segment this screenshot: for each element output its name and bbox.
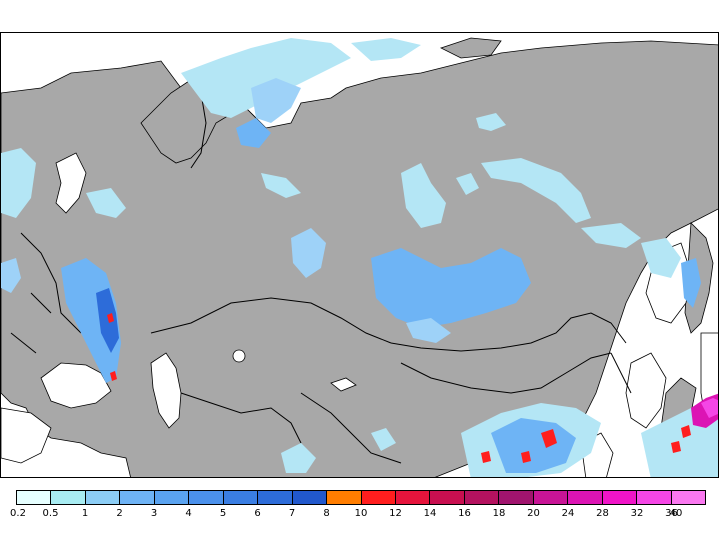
land-layer	[1, 37, 718, 477]
baltic-sea	[55, 152, 87, 214]
legend-label-13: 16	[458, 508, 471, 519]
precip-area-japan-core	[701, 398, 718, 418]
eurasia-landmass	[1, 40, 718, 477]
legend-label-7: 6	[254, 508, 261, 519]
legend-label-14: 18	[492, 508, 506, 519]
precip-point-caucasus-2	[110, 371, 117, 381]
precip-area-europe-west	[1, 258, 21, 293]
aral-sea	[232, 349, 246, 363]
legend-swatch-16	[568, 491, 603, 504]
mediterranean	[1, 407, 52, 464]
precip-area-arctic-coast	[351, 38, 421, 61]
arctic-islands	[439, 37, 502, 59]
legend-labels: 0.2 0.5 1 2 3 4 5 6 7 8 10 12 14 16 18 20 24 28 32 36 40	[10, 508, 706, 524]
legend-swatch-6	[223, 491, 259, 504]
legend-swatch-12	[430, 491, 465, 504]
legend-label-18: 32	[630, 508, 644, 519]
precip-area-scandinavia-west	[1, 148, 36, 218]
precip-area-kola	[251, 78, 301, 123]
legend-swatch-17	[602, 491, 638, 504]
legend-swatch-15	[533, 491, 569, 504]
legend-label-1: 0.5	[42, 508, 59, 519]
precip-area-far-east	[641, 238, 681, 278]
precip-area-caucasus-core	[96, 288, 119, 353]
precip-area-west-siberia	[291, 228, 326, 278]
finland-russia-border	[190, 92, 207, 169]
legend-swatch-4	[154, 491, 190, 504]
precipitation-layer	[1, 38, 718, 477]
legend-label-9: 8	[323, 508, 330, 519]
russia-mongolia-border	[390, 312, 627, 352]
precip-area-siberia-small	[456, 173, 479, 195]
legend-label-16: 24	[561, 508, 575, 519]
legend-swatch-0	[17, 491, 52, 504]
precip-point-china-2	[521, 451, 531, 463]
china-border-west	[300, 392, 402, 464]
precip-area-baltic-states	[86, 188, 126, 218]
precip-area-ural	[261, 173, 301, 198]
border-layer	[10, 92, 632, 464]
mongolia-china-border	[400, 352, 612, 394]
precip-area-karelia	[236, 118, 271, 148]
legend-swatch-13	[464, 491, 500, 504]
legend-swatch-19	[671, 491, 706, 504]
legend-label-3: 2	[116, 508, 123, 519]
legend-label-15: 20	[527, 508, 540, 519]
legend-label-10: 10	[354, 508, 368, 519]
legend-swatch-5	[189, 491, 224, 504]
legend-swatch-3	[120, 491, 155, 504]
legend-label-0: 0.2	[10, 508, 26, 519]
russia-kazakhstan-border	[150, 297, 392, 344]
precip-area-amur	[581, 223, 641, 248]
precip-point-caucasus-1	[107, 313, 114, 323]
precip-area-china-coast	[491, 418, 576, 473]
legend-swatch-7	[258, 491, 293, 504]
legend-swatch-1	[51, 491, 86, 504]
map-canvas	[1, 37, 718, 477]
legend-swatch-2	[85, 491, 121, 504]
precip-area-mongolia	[371, 428, 396, 451]
legend-label-4: 3	[150, 508, 158, 519]
precip-point-japan-1	[681, 425, 691, 438]
legend-color-bar	[16, 490, 706, 505]
legend-label-6: 5	[219, 508, 227, 519]
legend-swatch-8	[292, 491, 328, 504]
legend-swatch-18	[637, 491, 672, 504]
legend-label-17: 28	[596, 508, 609, 519]
legend-label-12: 14	[423, 508, 437, 519]
sea-of-japan	[625, 352, 667, 429]
legend-swatch-14	[499, 491, 534, 504]
legend-label-11: 12	[389, 508, 402, 519]
central-asia-borders	[180, 392, 302, 444]
caspian-sea	[150, 352, 182, 429]
precip-area-north-scandinavia	[181, 38, 351, 118]
precipitation-map	[0, 32, 719, 478]
color-legend: 0.2 0.5 1 2 3 4 5 6 7 8 10 12 14 16 18 20 24 28 32 36 40	[10, 490, 706, 530]
legend-label-8: 7	[288, 508, 296, 519]
precip-area-white-sea	[476, 113, 506, 131]
china-korea-border	[610, 352, 632, 394]
precip-point-japan-2	[671, 441, 681, 453]
precip-area-yakutia-band	[481, 158, 591, 223]
precip-point-china-3	[481, 451, 491, 463]
black-sea	[40, 362, 112, 409]
legend-label-20: 40	[669, 508, 683, 519]
europe-borders	[10, 232, 82, 354]
lake-balkhash	[330, 377, 357, 392]
precip-point-china-1	[541, 429, 557, 448]
legend-swatch-10	[361, 491, 396, 504]
legend-swatch-9	[327, 491, 362, 504]
precip-area-baikal	[371, 248, 531, 328]
legend-label-19: 36	[665, 508, 678, 519]
precip-area-tibet	[281, 443, 316, 473]
legend-label-5: 4	[185, 508, 192, 519]
legend-swatch-11	[395, 491, 431, 504]
precip-area-kamchatka	[681, 258, 701, 308]
precip-area-baikal-south	[406, 318, 451, 343]
legend-label-2: 1	[81, 508, 89, 519]
precip-area-central-siberia	[401, 163, 446, 228]
